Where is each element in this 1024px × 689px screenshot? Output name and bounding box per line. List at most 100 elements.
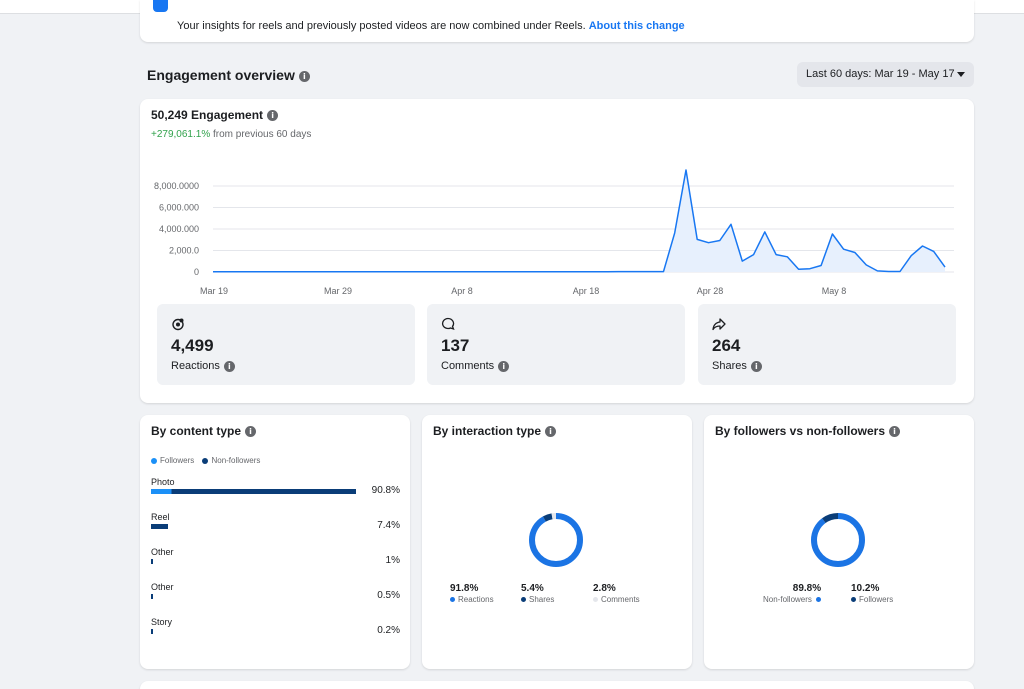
interaction-type-card: By interaction type i 91.8% Reactions 5.4… [422, 415, 692, 669]
followers-title: By followers vs non-followers i [715, 424, 901, 438]
stat-label-text: Shares [529, 595, 555, 604]
row-label: Reel [151, 512, 170, 522]
engagement-card: 50,249 Engagement i +279,061.1% from prev… [140, 99, 974, 403]
row-label: Other [151, 547, 174, 557]
stat-label-text: Followers [859, 595, 894, 604]
interaction-type-title-text: By interaction type [433, 424, 542, 438]
donut-stat: 10.2% Followers [851, 583, 893, 604]
content-type-title-text: By content type [151, 424, 242, 438]
info-icon[interactable]: i [889, 426, 901, 438]
engagement-total-label: 50,249 Engagement [151, 108, 264, 122]
share-icon [712, 318, 726, 331]
stat-label: Reactions [450, 595, 494, 604]
comments-value: 137 [441, 336, 470, 355]
comments-label-text: Comments [441, 360, 495, 372]
info-icon[interactable]: i [750, 360, 762, 372]
reels-notice: Your insights for reels and previously p… [140, 0, 974, 42]
followers-donut-chart [811, 513, 865, 567]
next-card [140, 681, 974, 689]
content-type-row: Reel 7.4% [151, 512, 400, 542]
legend-dot [851, 597, 856, 603]
x-tick-label: Apr 18 [573, 286, 600, 296]
content-type-row: Photo 90.8% [151, 477, 400, 507]
info-icon[interactable]: i [245, 426, 257, 438]
x-tick-label: Mar 19 [200, 286, 228, 296]
row-percent: 0.2% [377, 625, 400, 636]
y-tick-label: 2,000.0 [169, 246, 199, 256]
stat-label: Shares [521, 595, 554, 604]
donut-slice [811, 513, 865, 567]
legend-dot [450, 597, 455, 603]
row-percent: 7.4% [377, 520, 400, 531]
change-suffix: from previous 60 days [213, 129, 312, 140]
donut-stat: 2.8% Comments [593, 583, 640, 604]
stat-label: Followers [851, 595, 893, 604]
stat-value: 91.8% [450, 583, 479, 594]
y-tick-label: 4,000.000 [159, 224, 199, 234]
shares-label-text: Shares [712, 360, 747, 372]
legend-dot [151, 457, 157, 464]
donut-slice [529, 513, 583, 567]
reactions-label: Reactions i [171, 360, 235, 372]
content-type-title: By content type i [151, 424, 257, 438]
content-type-row: Other 1% [151, 547, 400, 577]
y-tick-label: 0 [194, 267, 199, 277]
area-fill [213, 170, 945, 272]
x-tick-label: Mar 29 [324, 286, 352, 296]
legend-followers: Followers [151, 456, 194, 465]
content-type-card: By content type i Followers Non-followers… [140, 415, 410, 669]
interaction-donut-chart [529, 513, 583, 567]
legend-non-followers: Non-followers [202, 456, 260, 465]
interaction-type-title: By interaction type i [433, 424, 557, 438]
followers-title-text: By followers vs non-followers [715, 424, 886, 438]
info-icon[interactable]: i [267, 110, 279, 122]
stat-label: Non-followers [763, 595, 822, 604]
row-bar [151, 629, 153, 634]
about-change-link[interactable]: About this change [588, 20, 685, 32]
x-tick-label: May 8 [822, 286, 847, 296]
legend-followers-label: Followers [160, 456, 195, 465]
row-label: Other [151, 582, 174, 592]
donut-stat: 5.4% Shares [521, 583, 554, 604]
engagement-total: 50,249 Engagement i [151, 108, 279, 122]
shares-label: Shares i [712, 360, 762, 372]
stat-value: 89.8% [792, 583, 822, 594]
content-type-row: Other 0.5% [151, 582, 400, 612]
row-bar [151, 559, 154, 564]
row-bar [151, 594, 153, 599]
stat-label: Comments [593, 595, 640, 604]
row-percent: 1% [385, 555, 400, 566]
legend-non-followers-label: Non-followers [211, 456, 261, 465]
row-bar [151, 489, 356, 494]
shares-value: 264 [712, 336, 741, 355]
info-icon[interactable]: i [298, 70, 310, 82]
donut-stat: 91.8% Reactions [450, 583, 494, 604]
legend-dot [593, 597, 598, 603]
stat-value: 10.2% [851, 583, 880, 594]
reaction-icon [172, 318, 184, 331]
stat-label-text: Non-followers [763, 595, 812, 604]
row-label: Story [151, 617, 173, 627]
date-range-dropdown[interactable]: Last 60 days: Mar 19 - May 17 [797, 62, 974, 87]
chevron-down-icon [957, 72, 965, 77]
y-tick-label: 8,000.0000 [154, 181, 199, 191]
info-icon[interactable]: i [223, 360, 235, 372]
notice-message: Your insights for reels and previously p… [177, 20, 586, 32]
engagement-series-line [213, 169, 946, 273]
x-tick-label: Apr 8 [451, 286, 473, 296]
donut-slice [811, 513, 865, 567]
row-bar [151, 524, 168, 529]
stat-value: 5.4% [521, 583, 544, 594]
section-title: Engagement overview i [147, 67, 310, 83]
reactions-value: 4,499 [171, 336, 214, 355]
metric-reactions: 4,499 Reactions i [157, 304, 415, 385]
engagement-change: +279,061.1% from previous 60 days [151, 129, 311, 140]
engagement-line-chart: 8,000.00006,000.0004,000.0002,000.00Mar … [154, 169, 954, 296]
info-icon[interactable]: i [498, 360, 510, 372]
y-tick-label: 6,000.000 [159, 203, 199, 213]
legend-dot [521, 597, 526, 603]
info-icon[interactable]: i [545, 426, 557, 438]
comment-icon [441, 317, 455, 331]
row-percent: 90.8% [371, 485, 400, 496]
comments-label: Comments i [441, 360, 510, 372]
